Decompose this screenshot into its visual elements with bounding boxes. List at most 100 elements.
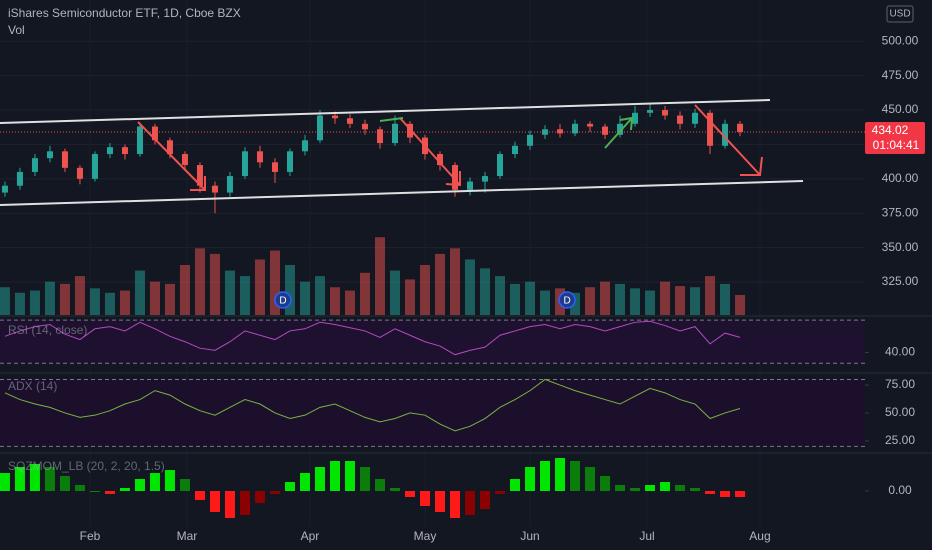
volume-bar xyxy=(389,270,400,315)
momentum-bar xyxy=(194,491,205,500)
candle-body xyxy=(31,158,38,172)
momentum-bar xyxy=(705,491,716,494)
x-tick-label: Jul xyxy=(639,529,654,543)
volume-bar xyxy=(59,283,70,315)
pane-title: SQZMOM_LB (20, 2, 20, 1.5) xyxy=(8,459,165,473)
volume-bar xyxy=(329,287,340,315)
volume-bar xyxy=(104,292,115,315)
momentum-bar xyxy=(0,473,10,491)
volume-bar xyxy=(615,283,626,315)
candle-body xyxy=(226,176,233,193)
volume-bar xyxy=(134,270,145,315)
volume-bar xyxy=(510,283,521,315)
y-tick-label: 50.00 xyxy=(885,405,915,419)
momentum-bar xyxy=(555,458,566,491)
volume-bar xyxy=(209,253,220,315)
candle-body xyxy=(647,110,654,113)
momentum-bar xyxy=(735,491,746,497)
volume-bar xyxy=(29,290,40,315)
momentum-bar xyxy=(675,485,686,491)
volume-bar xyxy=(404,279,415,315)
candle-body xyxy=(46,151,53,159)
momentum-bar xyxy=(14,467,25,491)
y-tick-label: 450.00 xyxy=(882,102,919,116)
momentum-bar xyxy=(119,488,130,491)
candle-body xyxy=(707,112,714,146)
candle-body xyxy=(677,115,684,124)
momentum-bar xyxy=(404,491,415,497)
indicator-line xyxy=(4,320,741,356)
momentum-bar xyxy=(59,476,70,491)
volume-bar xyxy=(630,288,641,315)
volume-bar xyxy=(525,281,536,315)
candle-body xyxy=(76,167,83,179)
chart-title: iShares Semiconductor ETF, 1D, Cboe BZX xyxy=(8,6,241,20)
y-tick-label: 400.00 xyxy=(882,171,919,185)
volume-bar xyxy=(149,281,160,315)
momentum-bar xyxy=(720,491,731,497)
momentum-bar xyxy=(419,491,430,506)
candle-body xyxy=(617,123,624,135)
pane-title: ADX (14) xyxy=(8,379,57,393)
volume-bar xyxy=(314,276,325,315)
pane-title: RSI (14, close) xyxy=(8,323,87,337)
momentum-bar xyxy=(44,467,55,491)
candle-body xyxy=(467,181,474,190)
y-tick-label: 475.00 xyxy=(882,68,919,82)
candle-body xyxy=(1,185,8,193)
volume-bar xyxy=(164,283,175,315)
y-tick-label: 25.00 xyxy=(885,433,915,447)
momentum-bar xyxy=(329,461,340,491)
volume-bar xyxy=(89,288,100,315)
momentum-bar xyxy=(615,485,626,491)
momentum-bar xyxy=(495,491,506,494)
volume-bar xyxy=(735,295,746,315)
candle-body xyxy=(482,176,489,182)
momentum-bar xyxy=(435,491,446,512)
dividend-label: D xyxy=(279,296,286,307)
candle-body xyxy=(271,162,278,172)
candle-body xyxy=(256,151,263,163)
momentum-bar xyxy=(570,461,581,491)
candle-body xyxy=(61,151,68,168)
channel-lower xyxy=(0,180,804,206)
candle-body xyxy=(121,147,128,155)
candle-body xyxy=(497,154,504,177)
dividend-label: D xyxy=(563,296,570,307)
momentum-bar xyxy=(224,491,235,518)
candle-body xyxy=(737,123,744,133)
candle-body xyxy=(16,171,23,186)
drawings xyxy=(0,99,804,206)
volume-bar xyxy=(720,283,731,315)
momentum-bar xyxy=(540,461,551,491)
momentum-bar xyxy=(29,464,40,491)
volume-bar xyxy=(450,248,461,315)
momentum-bar xyxy=(149,473,160,491)
y-tick-label: 350.00 xyxy=(882,240,919,254)
last-price: 434.02 xyxy=(872,123,909,137)
candle-body xyxy=(557,129,564,134)
x-tick-label: May xyxy=(414,529,437,543)
candle-body xyxy=(286,151,293,172)
candle-body xyxy=(166,140,173,155)
dividend-marker xyxy=(274,291,292,309)
candle-body xyxy=(662,110,669,116)
volume-bar xyxy=(705,276,716,315)
y-tick-label: 325.00 xyxy=(882,274,919,288)
volume-bar xyxy=(194,248,205,315)
countdown: 01:04:41 xyxy=(873,138,920,152)
currency-box xyxy=(886,5,914,23)
dividend-marker xyxy=(558,291,576,309)
candle-body xyxy=(527,134,534,146)
candle-body xyxy=(151,126,158,141)
volume-bar xyxy=(675,286,686,315)
momentum-bar xyxy=(269,491,280,494)
x-tick-label: Mar xyxy=(177,529,198,543)
volume-bar xyxy=(0,287,10,315)
volume-bar xyxy=(179,265,190,315)
momentum-bar xyxy=(480,491,491,509)
momentum-bar xyxy=(89,491,100,492)
momentum-bar xyxy=(284,482,295,491)
candle-body xyxy=(211,185,218,193)
momentum-bar xyxy=(465,491,476,515)
